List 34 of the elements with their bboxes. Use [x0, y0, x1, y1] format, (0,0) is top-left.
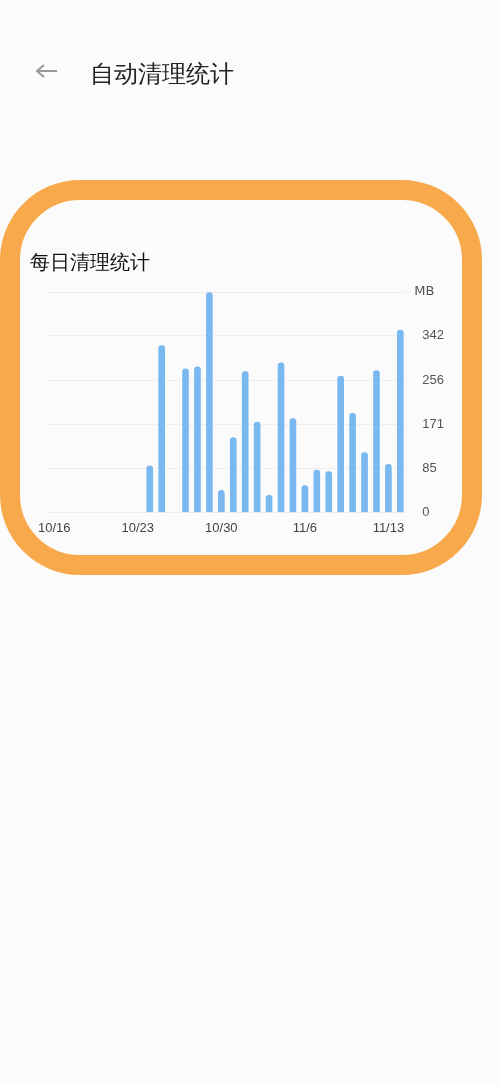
text: 自动清理统计 — [90, 59, 234, 90]
x-tick-label: 10/23 — [121, 519, 155, 535]
bar — [158, 345, 165, 513]
bar — [361, 452, 368, 513]
y-tick-label: 342 — [422, 327, 445, 343]
bar — [289, 418, 297, 513]
bar — [194, 366, 201, 513]
bar — [385, 464, 392, 513]
bar — [313, 469, 321, 513]
y-tick-label: 85 — [422, 460, 437, 476]
bar — [337, 375, 345, 513]
bar — [218, 489, 225, 513]
bar — [301, 485, 309, 513]
bar — [373, 370, 380, 513]
bar — [265, 495, 273, 513]
bar — [241, 371, 249, 513]
y-tick-label: 171 — [422, 415, 445, 431]
x-tick-label: 10/30 — [205, 519, 238, 535]
chart-title: 每日清理统计 — [30, 250, 150, 275]
y-tick-label: 0 — [422, 503, 430, 519]
bar — [206, 292, 213, 513]
x-tick-label: 11/13 — [372, 519, 405, 535]
x-tick-label: 11/6 — [292, 519, 318, 535]
bar — [397, 329, 404, 513]
bar — [229, 437, 237, 513]
bar — [146, 465, 154, 513]
bar — [325, 471, 333, 513]
y-axis-title: MB — [414, 283, 435, 299]
y-tick-label: 256 — [422, 371, 445, 387]
x-tick-label: 10/16 — [37, 519, 71, 535]
bar — [277, 362, 285, 513]
bar — [253, 421, 261, 513]
bar — [182, 368, 189, 513]
bar — [349, 412, 356, 513]
